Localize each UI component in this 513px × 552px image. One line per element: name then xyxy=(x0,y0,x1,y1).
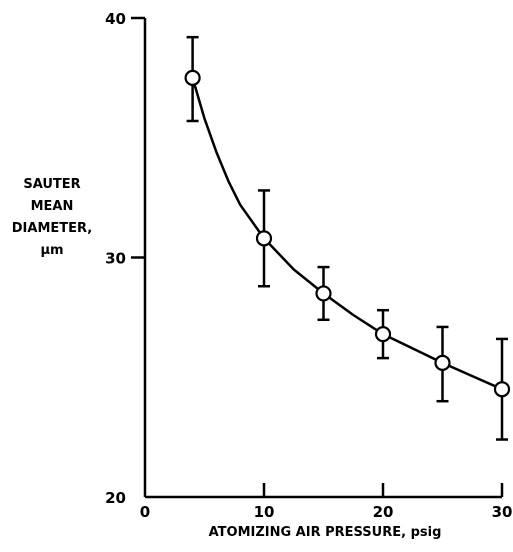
data-point xyxy=(434,354,451,371)
y-axis-label-line: MEAN xyxy=(31,199,74,214)
data-points xyxy=(184,69,511,398)
labels: ATOMIZING AIR PRESSURE, psig SAUTER MEAN D… xyxy=(12,177,442,540)
data-point xyxy=(184,69,201,86)
x-tick-label: 30 xyxy=(492,503,513,521)
y-axis-label-line: SAUTER xyxy=(23,177,80,192)
y-axis-label: SAUTER MEAN DIAMETER, μm xyxy=(12,177,92,258)
fit-curve xyxy=(191,77,503,391)
fit-curve-group xyxy=(191,77,503,391)
y-tick-label: 40 xyxy=(105,10,126,28)
x-tick-label: 0 xyxy=(140,503,150,521)
x-axis-label: ATOMIZING AIR PRESSURE, psig xyxy=(209,525,442,540)
y-tick-label: 30 xyxy=(105,250,126,268)
data-point xyxy=(315,285,332,302)
x-tick-label: 10 xyxy=(254,503,275,521)
data-point xyxy=(493,381,511,398)
error-bars xyxy=(186,35,508,441)
y-axis-label-line: μm xyxy=(40,243,63,258)
y-tick-label: 20 xyxy=(105,489,126,507)
axes xyxy=(143,18,502,499)
ticks: 0 10 20 30 20 30 40 xyxy=(105,10,512,521)
data-point xyxy=(374,326,392,343)
x-tick-label: 20 xyxy=(373,503,394,521)
y-axis-label-line: DIAMETER, xyxy=(12,221,92,236)
data-point xyxy=(255,230,273,247)
